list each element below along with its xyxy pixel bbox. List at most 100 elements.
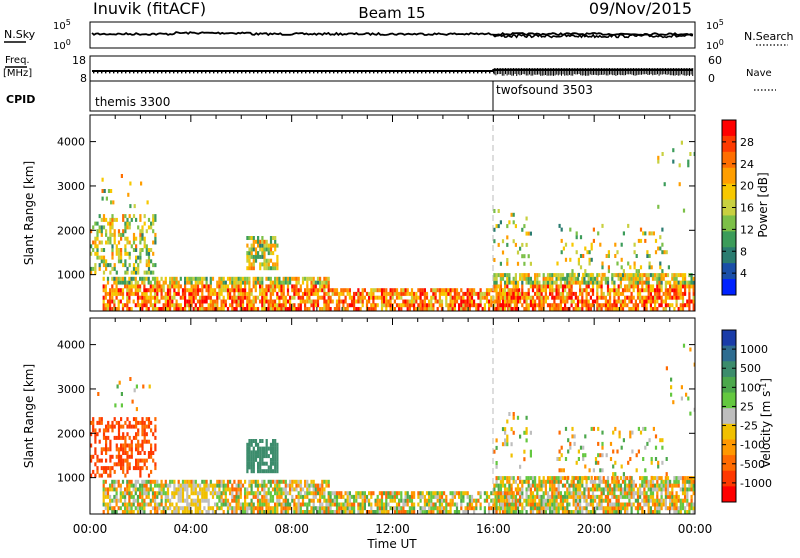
heatmap-cell	[152, 277, 154, 281]
heatmap-cell	[659, 265, 661, 269]
heatmap-cell	[517, 251, 519, 255]
heatmap-cell	[676, 296, 678, 300]
heatmap-cell	[150, 288, 152, 292]
heatmap-cell	[257, 447, 259, 451]
heatmap-cell	[422, 303, 424, 307]
heatmap-cell	[272, 262, 274, 266]
heatmap-cell	[573, 277, 575, 281]
heatmap-cell	[526, 273, 528, 277]
heatmap-cell	[498, 506, 500, 510]
heatmap-cell	[638, 239, 640, 243]
heatmap-cell	[663, 307, 665, 311]
heatmap-cell	[154, 284, 156, 288]
heatmap-cell	[285, 506, 287, 510]
heatmap-cell	[532, 499, 534, 503]
heatmap-cell	[577, 303, 579, 307]
heatmap-cell	[173, 506, 175, 510]
heatmap-cell	[131, 288, 133, 292]
heatmap-cell	[500, 484, 502, 488]
heatmap-cell	[370, 491, 372, 495]
heatmap-cell	[482, 292, 484, 296]
heatmap-cell	[218, 484, 220, 488]
heatmap-cell	[186, 480, 188, 484]
heatmap-cell	[165, 503, 167, 507]
heatmap-cell	[231, 284, 233, 288]
heatmap-cell	[387, 495, 389, 499]
heatmap-cell	[176, 284, 178, 288]
heatmap-cell	[680, 303, 682, 307]
heatmap-cell	[609, 484, 611, 488]
heatmap-cell	[387, 491, 389, 495]
heatmap-cell	[137, 263, 139, 267]
heatmap-cell	[450, 307, 452, 311]
heatmap-cell	[306, 277, 308, 281]
heatmap-cell	[583, 499, 585, 503]
cpid-program-1: themis 3300	[95, 95, 170, 109]
heatmap-cell	[126, 451, 128, 455]
heatmap-cell	[113, 487, 115, 491]
heatmap-cell	[317, 499, 319, 503]
heatmap-cell	[180, 303, 182, 307]
heatmap-cell	[428, 506, 430, 510]
heatmap-cell	[561, 446, 563, 450]
heatmap-cell	[302, 277, 304, 281]
heatmap-cell	[218, 296, 220, 300]
heatmap-cell	[556, 457, 558, 461]
heatmap-cell	[253, 296, 255, 300]
heatmap-cell	[650, 288, 652, 292]
heatmap-cell	[330, 307, 332, 311]
heatmap-cell	[178, 506, 180, 510]
heatmap-cell	[129, 214, 131, 218]
heatmap-cell	[131, 455, 133, 459]
heatmap-cell	[103, 288, 105, 292]
heatmap-cell	[120, 252, 122, 256]
heatmap-cell	[163, 296, 165, 300]
heatmap-cell	[276, 259, 278, 263]
heatmap-cell	[105, 233, 107, 237]
heatmap-cell	[650, 506, 652, 510]
heatmap-cell	[592, 484, 594, 488]
heatmap-cell	[283, 288, 285, 292]
heatmap-cell	[347, 510, 349, 514]
heatmap-cell	[619, 434, 621, 438]
heatmap-cell	[693, 288, 695, 292]
heatmap-cell	[541, 300, 543, 304]
heatmap-cell	[551, 303, 553, 307]
heatmap-cell	[345, 503, 347, 507]
heatmap-cell	[120, 436, 122, 440]
heatmap-cell	[526, 491, 528, 495]
heatmap-cell	[443, 288, 445, 292]
heatmap-cell	[577, 281, 579, 285]
heatmap-cell	[238, 491, 240, 495]
heatmap-cell	[568, 491, 570, 495]
heatmap-cell	[596, 484, 598, 488]
heatmap-cell	[139, 252, 141, 256]
heatmap-cell	[105, 503, 107, 507]
heatmap-cell	[253, 240, 255, 244]
heatmap-cell	[171, 491, 173, 495]
heatmap-cell	[687, 163, 689, 167]
heatmap-cell	[263, 454, 265, 458]
heatmap-cell	[592, 503, 594, 507]
heatmap-cell	[592, 281, 594, 285]
heatmap-cell	[360, 296, 362, 300]
heatmap-cell	[133, 484, 135, 488]
heatmap-cell	[605, 484, 607, 488]
heatmap-cell	[435, 296, 437, 300]
heatmap-cell	[336, 495, 338, 499]
heatmap-cell	[573, 292, 575, 296]
heatmap-cell	[137, 292, 139, 296]
heatmap-cell	[238, 277, 240, 281]
heatmap-cell	[628, 495, 630, 499]
heatmap-cell	[251, 499, 253, 503]
heatmap-cell	[551, 484, 553, 488]
heatmap-cell	[379, 491, 381, 495]
heatmap-cell	[596, 503, 598, 507]
heatmap-cell	[120, 281, 122, 285]
heatmap-cell	[323, 288, 325, 292]
heatmap-cell	[268, 244, 270, 248]
heatmap-cell	[684, 506, 686, 510]
heatmap-cell	[141, 440, 143, 444]
heatmap-cell	[223, 487, 225, 491]
nave-sample	[145, 72, 146, 73]
